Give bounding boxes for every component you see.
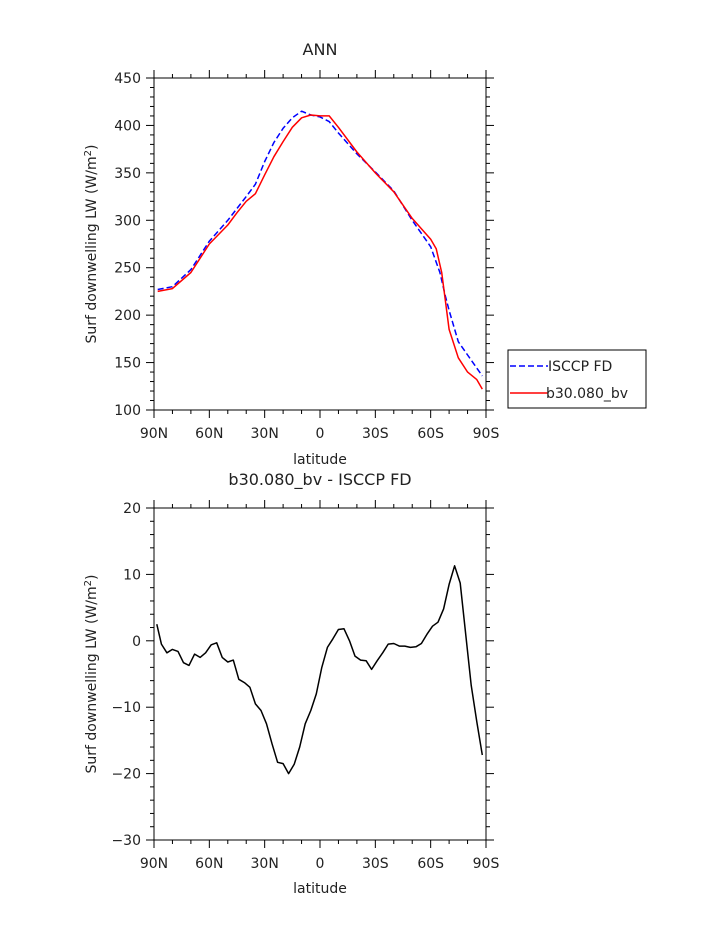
bottom-chart-y-tick-label: −30	[111, 833, 141, 849]
top-chart-y-tick-label: 250	[114, 261, 141, 277]
top-chart-ticks	[146, 70, 494, 418]
bottom-chart-ticks	[146, 500, 494, 848]
legend-label-b30-080-bv: b30.080_bv	[546, 386, 628, 402]
top-chart-y-tick-label: 150	[114, 356, 141, 372]
top-chart-plot-frame	[153, 77, 487, 411]
bottom-chart-x-tick-label: 30N	[251, 856, 279, 872]
top-chart: ANN 100 150 200 250 300 350 400 450 90N 60N 30N 0 3…	[83, 40, 647, 468]
top-chart-series	[157, 110, 483, 390]
top-chart-x-tick-label: 30S	[362, 426, 389, 442]
bottom-chart-y-axis-label-sup: 2	[83, 580, 94, 586]
bottom-chart-series-line-difference	[156, 565, 484, 775]
bottom-chart-y-tick-label: 20	[123, 501, 141, 517]
top-chart-x-tick-label: 60S	[417, 426, 444, 442]
bottom-chart-y-tick-label: −10	[111, 700, 141, 716]
top-chart-y-axis-label-sup: 2	[83, 150, 94, 156]
bottom-chart-x-tick-label: 90N	[140, 856, 168, 872]
bottom-chart-y-tick-label: 10	[123, 567, 141, 583]
top-chart-y-tick-labels: 100 150 200 250 300 350 400 450	[114, 71, 141, 419]
top-chart-title: ANN	[303, 40, 338, 59]
bottom-chart-x-tick-label: 60S	[417, 856, 444, 872]
bottom-chart-x-tick-label: 0	[316, 856, 325, 872]
bottom-chart-x-axis-label: latitude	[293, 881, 347, 897]
top-chart-series-line-b30-080-bv	[157, 114, 483, 390]
top-chart-x-tick-labels: 90N 60N 30N 0 30S 60S 90S	[140, 426, 500, 442]
bottom-chart-y-tick-labels: −30 −20 −10 0 10 20	[111, 501, 141, 849]
bottom-chart-title: b30.080_bv - ISCCP FD	[228, 470, 411, 490]
top-chart-x-axis-label: latitude	[293, 452, 347, 468]
bottom-chart-x-tick-label: 60N	[195, 856, 223, 872]
top-chart-y-tick-label: 200	[114, 308, 141, 324]
bottom-chart-x-tick-labels: 90N 60N 30N 0 30S 60S 90S	[140, 856, 500, 872]
top-chart-x-tick-label: 0	[316, 426, 325, 442]
top-chart-x-tick-label: 60N	[195, 426, 223, 442]
top-chart-y-tick-label: 450	[114, 71, 141, 87]
legend-label-isccp-fd: ISCCP FD	[548, 359, 612, 375]
bottom-chart-y-tick-label: −20	[111, 767, 141, 783]
top-chart-legend: ISCCP FD b30.080_bv	[507, 349, 647, 409]
bottom-chart-y-axis-label: Surf downwelling LW (W/m2)	[83, 575, 101, 774]
bottom-chart-y-axis-label-tail: )	[84, 575, 100, 580]
bottom-chart-y-axis-label-base: Surf downwelling LW (W/m	[84, 586, 100, 773]
top-chart-x-tick-label: 90S	[473, 426, 500, 442]
bottom-chart-x-tick-label: 30S	[362, 856, 389, 872]
bottom-chart-x-tick-label: 90S	[473, 856, 500, 872]
bottom-chart-y-tick-label: 0	[132, 634, 141, 650]
top-chart-y-tick-label: 400	[114, 118, 141, 134]
top-chart-x-tick-label: 30N	[251, 426, 279, 442]
bottom-chart-series	[156, 565, 484, 775]
top-chart-y-axis-label-tail: )	[84, 145, 100, 150]
top-chart-y-tick-label: 100	[114, 403, 141, 419]
top-chart-y-tick-label: 350	[114, 166, 141, 182]
top-chart-y-axis-label-base: Surf downwelling LW (W/m	[84, 156, 100, 343]
legend-box	[507, 349, 647, 409]
top-chart-y-axis-label: Surf downwelling LW (W/m2)	[83, 145, 101, 344]
top-chart-x-tick-label: 90N	[140, 426, 168, 442]
top-chart-y-tick-label: 300	[114, 213, 141, 229]
